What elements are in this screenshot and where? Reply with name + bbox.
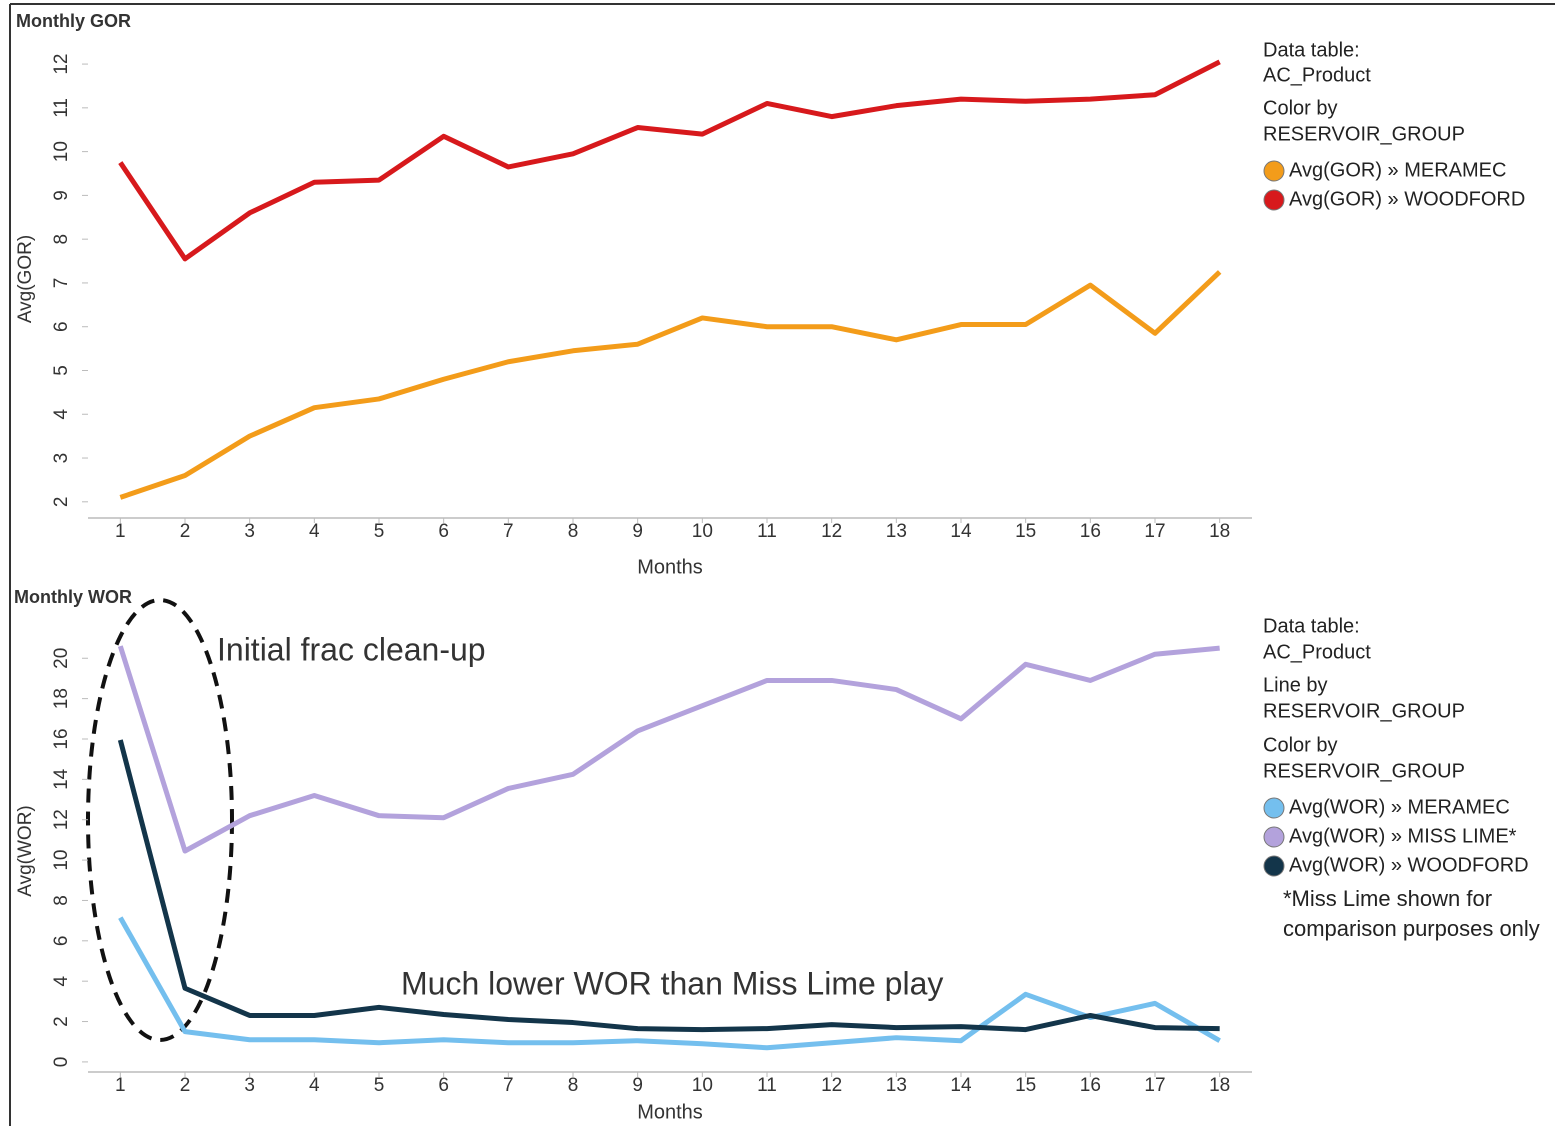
y-tick-label: 8 [51,234,72,245]
legend-info: Data table: [1263,615,1360,637]
legend-info: RESERVOIR_GROUP [1263,123,1465,145]
y-tick-label: 14 [51,768,72,790]
series-line [119,270,1222,500]
y-tick-label: 16 [51,728,72,749]
x-tick-label: 8 [568,1075,579,1096]
legend-swatch [1263,826,1285,848]
x-tick-label: 16 [1080,521,1101,542]
x-tick-label: 11 [757,1075,777,1096]
legend-swatch [1263,855,1285,877]
y-tick-label: 10 [51,850,72,871]
x-tick-label: 5 [374,1075,385,1096]
y-tick-label: 4 [51,975,72,986]
x-tick-label: 2 [180,521,191,542]
annotation: Much lower WOR than Miss Lime play [401,965,943,1001]
legend-info: RESERVOIR_GROUP [1263,760,1465,782]
y-tick-label: 6 [51,936,72,947]
y-tick-label: 0 [51,1057,72,1068]
x-tick-label: 10 [692,521,713,542]
x-tick-label: 3 [244,1075,255,1096]
y-tick-label: 6 [51,321,72,332]
x-tick-label: 12 [821,521,842,542]
y-tick-label: 5 [51,365,72,376]
x-tick-label: 13 [886,521,907,542]
x-tick-label: 17 [1144,1075,1165,1096]
chart-title: Monthly WOR [14,587,132,607]
legend-info: AC_Product [1263,641,1371,663]
x-tick-label: 9 [632,1075,643,1096]
x-tick-label: 11 [757,521,777,542]
series-line [118,916,1221,1051]
legend-label: Avg(GOR) » WOODFORD [1289,188,1525,210]
x-tick-label: 13 [886,1075,907,1096]
y-tick-label: 8 [51,895,72,906]
legend-swatch [1263,160,1285,182]
legend-info: Data table: [1263,39,1360,61]
legend-info: Color by [1263,97,1337,119]
x-axis-label: Months [637,1101,703,1123]
x-tick-label: 4 [309,521,320,542]
legend-swatch [1263,189,1285,211]
x-tick-label: 18 [1209,521,1230,542]
legend-label: Avg(WOR) » WOODFORD [1289,854,1529,876]
y-tick-label: 12 [51,809,72,830]
note-box: *Miss Lime shown for comparison purposes… [1283,886,1540,941]
legend-info: RESERVOIR_GROUP [1263,700,1465,722]
x-tick-label: 14 [950,1075,972,1096]
series-line [117,645,1220,854]
x-tick-label: 8 [568,521,579,542]
y-tick-label: 7 [51,278,72,289]
y-tick-label: 9 [51,190,72,201]
y-axis-label: Avg(GOR) [15,235,36,323]
y-tick-label: 12 [51,54,72,75]
y-tick-label: 4 [51,409,72,420]
x-tick-label: 4 [309,1075,320,1096]
legend-label: Avg(WOR) » MISS LIME* [1289,825,1517,847]
x-tick-label: 1 [115,1075,126,1096]
series-line [117,739,1220,1033]
legend-info: Line by [1263,674,1328,696]
x-tick-label: 6 [438,521,449,542]
x-tick-label: 1 [115,521,126,542]
x-tick-label: 17 [1144,521,1165,542]
y-tick-label: 2 [51,497,72,508]
y-tick-label: 10 [51,141,72,162]
x-tick-label: 15 [1015,521,1036,542]
x-tick-label: 16 [1080,1075,1101,1096]
x-tick-label: 15 [1015,1075,1036,1096]
x-tick-label: 18 [1209,1075,1230,1096]
x-tick-label: 2 [180,1075,191,1096]
y-tick-label: 3 [51,453,72,464]
legend-info: AC_Product [1263,64,1371,86]
highlight-ellipse [86,598,234,1042]
y-tick-label: 20 [51,648,72,669]
x-tick-label: 7 [503,1075,514,1096]
x-tick-label: 14 [950,521,972,542]
y-tick-label: 2 [51,1016,72,1027]
x-tick-label: 10 [692,1075,713,1096]
legend-label: Avg(WOR) » MERAMEC [1289,796,1510,818]
x-tick-label: 12 [821,1075,842,1096]
x-tick-label: 3 [244,521,255,542]
x-tick-label: 6 [438,1075,449,1096]
y-axis-label: Avg(WOR) [15,805,36,896]
annotation: Initial frac clean-up [217,631,486,667]
note: *Miss Lime shown for comparison purposes… [1283,886,1540,941]
y-tick-label: 11 [51,98,72,118]
x-tick-label: 9 [632,521,643,542]
legend-label: Avg(GOR) » MERAMEC [1289,159,1506,181]
legend-swatch [1263,797,1285,819]
chart-title: Monthly GOR [16,11,131,31]
x-axis-label: Months [637,556,703,578]
legend-info: Color by [1263,734,1337,756]
y-tick-label: 18 [51,688,72,709]
series-line [118,59,1221,262]
x-tick-label: 7 [503,521,514,542]
x-tick-label: 5 [374,521,385,542]
